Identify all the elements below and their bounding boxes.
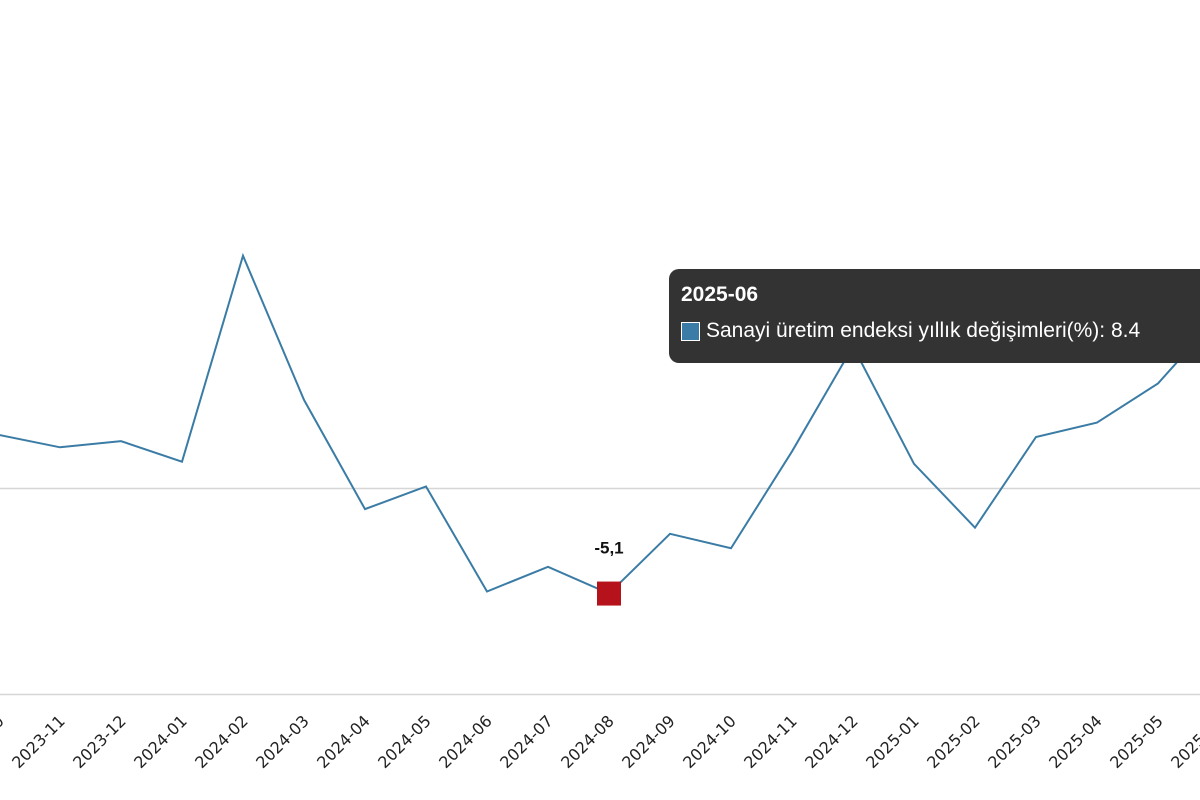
- series-line: [0, 252, 1200, 595]
- x-tick-label: 2025-06: [1167, 711, 1200, 772]
- gridlines: [0, 487, 1200, 696]
- data-point[interactable]: [481, 586, 493, 598]
- data-point[interactable]: [542, 561, 554, 573]
- x-tick-label: 2024-05: [374, 711, 435, 772]
- data-point[interactable]: [237, 250, 249, 262]
- data-point[interactable]: [786, 445, 798, 457]
- x-tick-label: 2025-01: [862, 711, 923, 772]
- x-tick-label: 2024-02: [191, 711, 252, 772]
- highlight-marker: [597, 581, 621, 606]
- x-tick-label: 2025-02: [923, 711, 984, 772]
- tooltip-row: Sanayi üretim endeksi yıllık değişimleri…: [681, 319, 1200, 343]
- x-tick-label: 2024-12: [801, 711, 862, 772]
- tooltip-text: Sanayi üretim endeksi yıllık değişimleri…: [706, 319, 1141, 342]
- x-tick-label: 2024-10: [679, 711, 740, 772]
- data-point[interactable]: [115, 435, 127, 447]
- x-tick-label: 2024-04: [313, 711, 374, 772]
- x-tick-label: 2024-11: [740, 711, 801, 772]
- x-axis-tick-labels: 2023-092023-102023-112023-122024-012024-…: [0, 711, 1200, 772]
- tooltip: 2025-06 Sanayi üretim endeksi yıllık değ…: [669, 269, 1200, 363]
- data-point[interactable]: [54, 441, 66, 453]
- highlight-data-label: -5,1: [594, 539, 623, 558]
- x-tick-label: 2024-06: [435, 711, 496, 772]
- highlight-group: -5,1: [594, 539, 624, 606]
- data-point[interactable]: [359, 503, 371, 515]
- data-point[interactable]: [1152, 377, 1164, 389]
- data-point[interactable]: [969, 522, 981, 534]
- x-tick-label: 2024-08: [557, 711, 618, 772]
- data-point[interactable]: [1091, 417, 1103, 429]
- data-point[interactable]: [298, 394, 310, 406]
- x-tick-label: 2024-09: [618, 711, 679, 772]
- data-point[interactable]: [725, 542, 737, 554]
- x-tick-label: 2024-07: [496, 711, 557, 772]
- data-point[interactable]: [420, 480, 432, 492]
- x-tick-label: 2025-05: [1106, 711, 1167, 772]
- x-tick-label: 2025-04: [1045, 711, 1106, 772]
- x-tick-label: 2023-10: [0, 711, 8, 772]
- tooltip-series-swatch: [681, 321, 700, 341]
- x-tick-label: 2024-01: [130, 711, 191, 772]
- data-point[interactable]: [908, 458, 920, 470]
- x-tick-label: 2025-03: [984, 711, 1045, 772]
- tooltip-title: 2025-06: [681, 283, 759, 306]
- data-point[interactable]: [0, 429, 5, 441]
- x-tick-label: 2023-11: [8, 711, 69, 772]
- data-point[interactable]: [664, 528, 676, 540]
- x-tick-label: 2024-03: [252, 711, 313, 772]
- x-tick-label: 2023-12: [69, 711, 130, 772]
- data-point[interactable]: [176, 456, 188, 468]
- data-point[interactable]: [1030, 431, 1042, 443]
